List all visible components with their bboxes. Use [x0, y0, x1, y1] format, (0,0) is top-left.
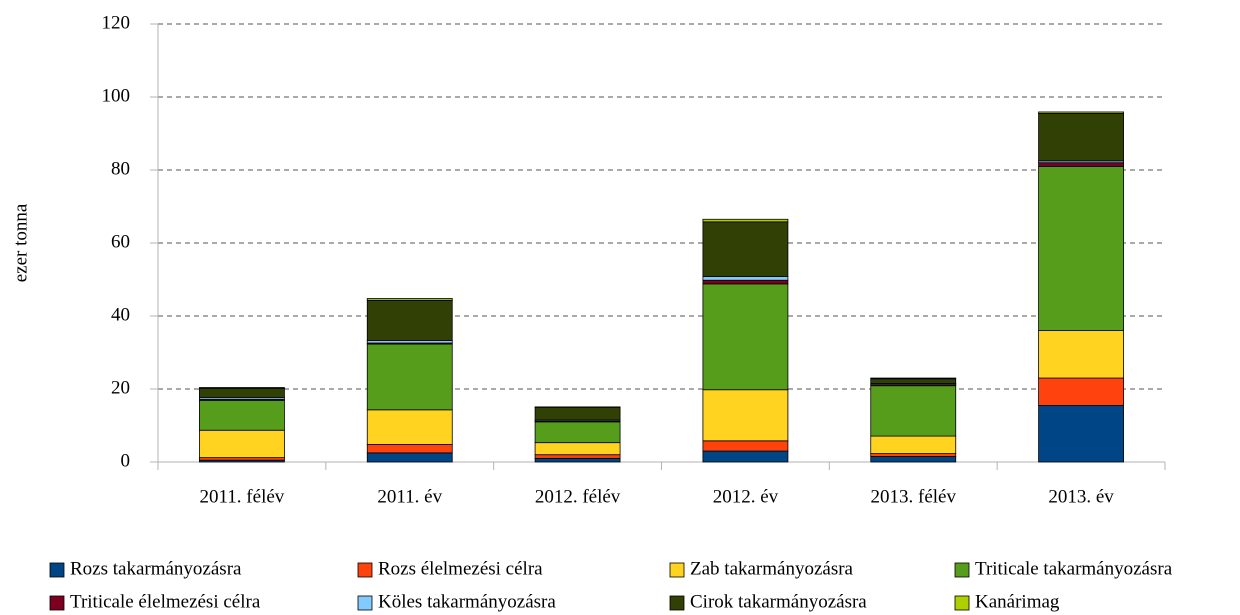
bar-segment: [366, 444, 453, 454]
bar-segment: [702, 389, 789, 442]
bar-segment: [1038, 162, 1124, 167]
legend-label: Köles takarmányozásra: [378, 591, 556, 612]
legend-swatch: [669, 595, 685, 611]
bar-segment: [1038, 377, 1124, 406]
bar-segment: [702, 279, 789, 285]
legend-label: Rozs takarmányozásra: [70, 558, 242, 579]
bar-segment: [534, 457, 621, 463]
legend-swatch: [357, 595, 373, 611]
bar-segment: [870, 435, 957, 455]
bar-segment: [1038, 165, 1124, 332]
bar-segment: [702, 221, 789, 277]
bar-segment: [702, 276, 789, 281]
bar-segment: [1038, 330, 1124, 379]
x-tick-label: 2013. év: [1048, 486, 1114, 507]
bar-segment: [534, 406, 621, 421]
bar-segment: [534, 421, 621, 444]
bar-segment: [366, 299, 453, 341]
bar-segment: [702, 283, 789, 391]
y-tick-label: 80: [111, 158, 130, 179]
bar-segment: [702, 440, 789, 452]
y-axis-label: ezer tonna: [10, 203, 31, 282]
bar-segment: [199, 387, 285, 398]
legend-label: Rozs élelmezési célra: [378, 558, 543, 579]
bar-segment: [366, 298, 453, 301]
x-tick-label: 2012. félév: [535, 486, 621, 507]
bar-segment: [1038, 405, 1124, 463]
bar-segment: [366, 452, 453, 463]
legend-swatch: [954, 562, 970, 578]
bar-segment: [534, 454, 621, 459]
bar-segment: [366, 343, 453, 411]
y-tick-label: 60: [111, 231, 130, 252]
y-tick-label: 0: [121, 450, 131, 471]
bar-segment: [870, 385, 957, 437]
legend-label: Kanárimag: [975, 591, 1060, 612]
bar-segment: [870, 453, 957, 457]
y-tick-label: 20: [111, 377, 130, 398]
bar-segment: [534, 442, 621, 456]
legend-swatch: [669, 562, 685, 578]
bar-segment: [1038, 113, 1124, 162]
bar-segment: [199, 399, 285, 431]
legend-swatch: [49, 562, 65, 578]
x-tick-label: 2012. év: [713, 486, 779, 507]
legend-label: Cirok takarmányozásra: [690, 591, 867, 612]
y-tick-label: 100: [102, 85, 131, 106]
bar-segment: [702, 218, 789, 223]
x-tick-label: 2013. félév: [871, 486, 957, 507]
bar-segment: [870, 378, 957, 384]
bar-segment: [199, 387, 285, 389]
bar-segment: [870, 456, 957, 463]
x-tick-label: 2011. félév: [200, 486, 285, 507]
x-tick-label: 2011. év: [377, 486, 442, 507]
bar-segment: [702, 450, 789, 463]
bar-segment: [1038, 111, 1124, 114]
legend-label: Zab takarmányozásra: [690, 558, 854, 579]
bar-segment: [870, 377, 957, 380]
legend-swatch: [954, 595, 970, 611]
bar-segment: [366, 409, 453, 445]
bar-segment: [199, 429, 285, 459]
legend-swatch: [49, 595, 65, 611]
legend-label: Triticale takarmányozásra: [975, 558, 1173, 579]
y-tick-label: 120: [102, 12, 131, 33]
y-tick-label: 40: [111, 304, 130, 325]
legend-label: Triticale élelmezési célra: [70, 591, 261, 612]
legend-swatch: [357, 562, 373, 578]
